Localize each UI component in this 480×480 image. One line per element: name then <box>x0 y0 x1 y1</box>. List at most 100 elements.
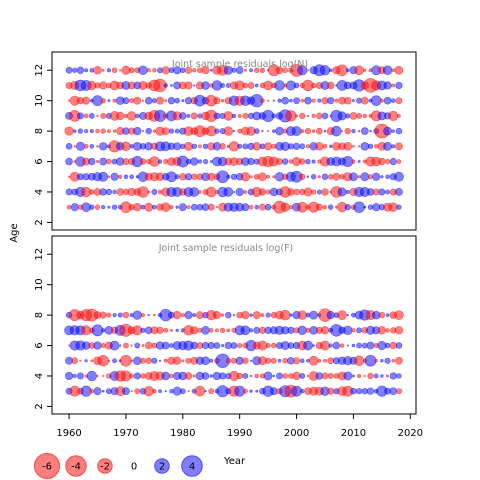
residual-bubble <box>97 355 109 367</box>
residual-bubble <box>169 328 173 332</box>
panel-top-title: Joint sample residuals log(N) <box>171 59 308 70</box>
residual-bubble <box>362 113 367 119</box>
residual-bubble <box>65 157 73 166</box>
residual-bubble <box>373 144 379 149</box>
residual-bubble <box>223 126 233 136</box>
residual-bubble <box>90 359 94 363</box>
residual-bubble <box>310 82 317 89</box>
residual-bubble <box>272 374 275 378</box>
residual-bubble <box>96 145 99 148</box>
residual-bubble <box>129 144 134 149</box>
residual-bubble <box>292 142 301 150</box>
residual-bubble <box>173 142 182 151</box>
residual-bubble <box>67 175 71 178</box>
residual-bubble <box>152 388 157 394</box>
residual-bubble <box>356 327 363 334</box>
residual-bubble <box>201 66 210 75</box>
residual-bubble <box>190 203 198 211</box>
residual-bubble <box>351 159 356 164</box>
residual-bubble <box>122 97 130 105</box>
residual-bubble <box>179 112 187 120</box>
x-tick-label: 1980 <box>170 428 195 439</box>
residual-bubble <box>357 129 361 133</box>
residual-bubble <box>137 186 149 198</box>
residual-bubble <box>329 144 333 148</box>
residual-bubble <box>84 359 88 363</box>
residual-bubble <box>73 145 76 148</box>
residual-bubble <box>242 82 249 89</box>
residual-bubble <box>95 128 100 134</box>
residual-bubble <box>289 98 293 103</box>
x-axis: 1960 1970 1980 1990 2000 2010 2020 <box>56 413 423 439</box>
residual-bubble <box>380 374 384 378</box>
residual-bubble <box>265 357 272 364</box>
residual-bubble <box>67 99 71 102</box>
residual-bubble <box>311 129 316 133</box>
residual-bubble <box>112 129 117 133</box>
residual-bubble <box>168 128 175 134</box>
residual-bubble <box>184 173 193 181</box>
residual-bubble <box>303 340 313 351</box>
residual-bubble <box>343 325 353 336</box>
residual-bubble <box>232 314 236 317</box>
residual-bubble <box>223 187 234 197</box>
residual-bubble <box>72 67 78 73</box>
residual-bubble <box>204 389 207 393</box>
residual-bubble <box>266 174 270 179</box>
residual-bubble <box>100 97 106 104</box>
residual-bubble <box>197 159 203 164</box>
residual-bubble <box>292 371 301 381</box>
residual-bubble <box>106 312 112 318</box>
residual-bubble <box>139 357 147 364</box>
residual-bubble <box>317 98 322 103</box>
residual-bubble <box>213 112 221 120</box>
residual-bubble <box>299 143 306 150</box>
residual-bubble <box>123 342 129 349</box>
residual-bubble <box>249 359 253 362</box>
residual-bubble <box>299 112 306 120</box>
residual-bubble <box>241 310 250 320</box>
residual-bubble <box>396 373 402 379</box>
residual-bubble <box>100 128 106 134</box>
residual-bubble <box>141 344 145 347</box>
residual-bubble <box>89 67 95 73</box>
residual-bubble <box>316 189 322 195</box>
residual-bubble <box>360 172 370 182</box>
residual-bubble <box>116 111 125 121</box>
residual-bubble <box>242 388 248 394</box>
residual-bubble <box>396 204 402 210</box>
residual-bubble <box>181 359 185 363</box>
residual-bubble <box>293 82 300 89</box>
residual-bubble <box>160 202 171 212</box>
residual-bubble <box>293 97 300 105</box>
residual-bubble <box>163 327 169 333</box>
residual-bubble <box>219 372 227 380</box>
residual-bubble <box>357 160 361 164</box>
y-tick-label: 2 <box>34 403 45 409</box>
residual-bubble <box>133 96 142 105</box>
residual-bubble <box>144 202 154 212</box>
residual-bubble <box>312 344 315 347</box>
residual-bubble <box>349 112 358 120</box>
residual-bubble <box>191 143 197 150</box>
residual-bubble <box>175 328 179 332</box>
residual-bubble <box>66 204 72 210</box>
residual-bubble <box>327 204 334 210</box>
residual-bubble <box>119 344 122 347</box>
residual-bubble <box>252 142 262 151</box>
residual-bubble <box>255 389 259 393</box>
residual-bubble <box>133 126 142 136</box>
residual-bubble <box>133 202 142 212</box>
residual-bubble <box>254 67 260 73</box>
residual-bubble <box>89 204 95 210</box>
residual-bubble <box>181 99 185 103</box>
residual-bubble <box>219 143 226 150</box>
residual-bubble <box>96 114 99 118</box>
residual-bubble <box>152 204 157 210</box>
residual-bubble <box>248 328 254 333</box>
residual-bubble <box>170 84 173 87</box>
residual-bubble <box>118 174 123 179</box>
residual-bubble <box>84 68 89 73</box>
residual-bubble <box>281 96 289 105</box>
